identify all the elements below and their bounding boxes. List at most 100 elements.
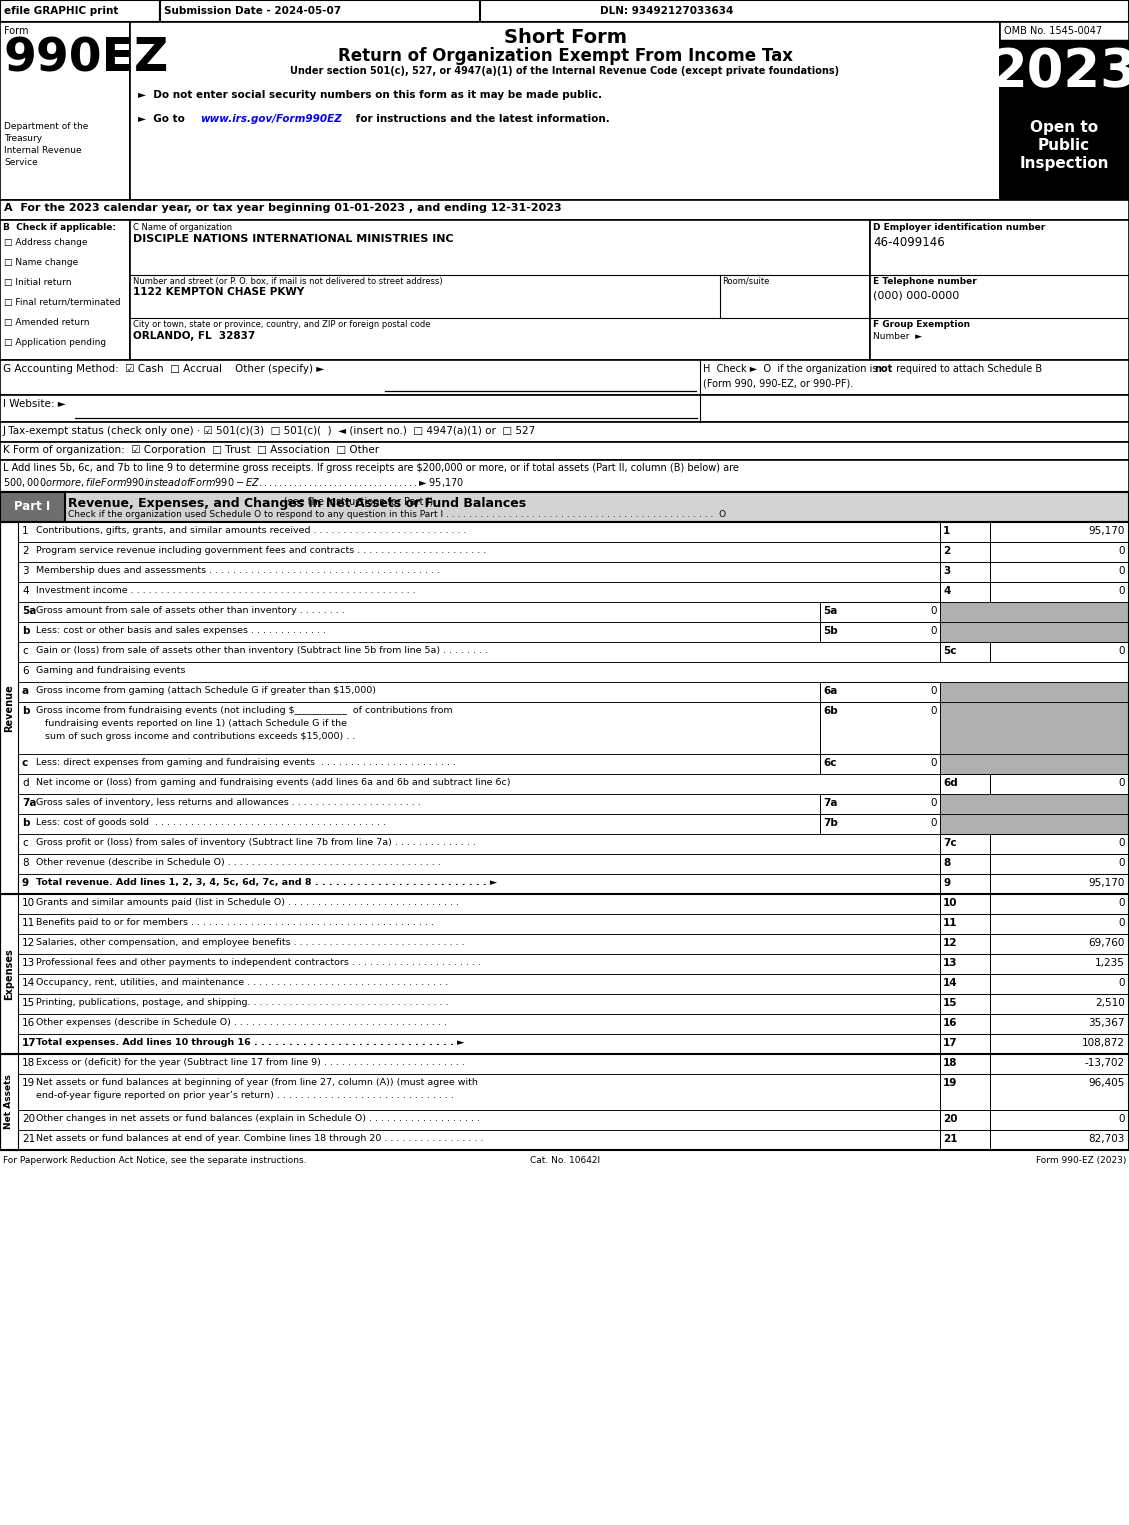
Bar xyxy=(990,974,1129,994)
Bar xyxy=(160,0,480,21)
Text: 5b: 5b xyxy=(823,625,838,636)
Text: Inspection: Inspection xyxy=(1019,156,1109,171)
Text: K Form of organization:  ☑ Corporation  □ Trust  □ Association  □ Other: K Form of organization: ☑ Corporation □ … xyxy=(3,445,379,454)
Text: Under section 501(c), 527, or 4947(a)(1) of the Internal Revenue Code (except pr: Under section 501(c), 527, or 4947(a)(1)… xyxy=(290,66,840,76)
Text: Printing, publications, postage, and shipping. . . . . . . . . . . . . . . . . .: Printing, publications, postage, and shi… xyxy=(36,997,448,1006)
Text: c: c xyxy=(21,647,28,656)
Bar xyxy=(820,814,940,834)
Text: 17: 17 xyxy=(21,1039,36,1048)
Bar xyxy=(18,622,1129,642)
Text: 2: 2 xyxy=(943,546,951,557)
Bar xyxy=(940,854,990,874)
Bar xyxy=(0,894,18,1054)
Text: Treasury: Treasury xyxy=(5,134,42,143)
Text: 10: 10 xyxy=(21,898,35,907)
Text: 20: 20 xyxy=(943,1113,957,1124)
Text: Public: Public xyxy=(1038,137,1091,152)
Text: (Form 990, 990-EZ, or 990-PF).: (Form 990, 990-EZ, or 990-PF). xyxy=(703,378,854,387)
Text: ►  Go to: ► Go to xyxy=(138,114,189,124)
Text: 46-4099146: 46-4099146 xyxy=(873,236,945,249)
Bar xyxy=(990,1074,1129,1110)
Text: Gross income from fundraising events (not including $___________  of contributio: Gross income from fundraising events (no… xyxy=(36,706,453,715)
Bar xyxy=(990,541,1129,563)
Bar xyxy=(0,200,1129,220)
Text: Form: Form xyxy=(5,26,28,37)
Bar xyxy=(18,974,1129,994)
Bar xyxy=(18,874,1129,894)
Bar xyxy=(990,1130,1129,1150)
Text: fundraising events reported on line 1) (attach Schedule G if the: fundraising events reported on line 1) (… xyxy=(36,718,347,727)
Bar xyxy=(940,775,990,795)
Text: 0: 0 xyxy=(930,758,937,769)
Bar xyxy=(940,994,990,1014)
Text: 5a: 5a xyxy=(21,605,36,616)
Bar xyxy=(130,21,1000,200)
Text: 6a: 6a xyxy=(823,686,838,695)
Text: a: a xyxy=(21,686,29,695)
Text: 82,703: 82,703 xyxy=(1088,1135,1124,1144)
Bar xyxy=(990,894,1129,913)
Bar xyxy=(18,522,1129,541)
Text: 11: 11 xyxy=(21,918,35,929)
Text: Gross sales of inventory, less returns and allowances . . . . . . . . . . . . . : Gross sales of inventory, less returns a… xyxy=(36,798,421,807)
Text: 2,510: 2,510 xyxy=(1095,997,1124,1008)
Bar xyxy=(18,933,1129,955)
Text: c: c xyxy=(21,839,28,848)
Bar xyxy=(990,933,1129,955)
Text: I Website: ►: I Website: ► xyxy=(3,400,65,409)
Bar xyxy=(1000,105,1129,200)
Text: □ Address change: □ Address change xyxy=(5,238,88,247)
Text: 1122 KEMPTON CHASE PKWY: 1122 KEMPTON CHASE PKWY xyxy=(133,287,304,297)
Text: Contributions, gifts, grants, and similar amounts received . . . . . . . . . . .: Contributions, gifts, grants, and simila… xyxy=(36,526,466,535)
Bar xyxy=(18,854,1129,874)
Text: Occupancy, rent, utilities, and maintenance . . . . . . . . . . . . . . . . . . : Occupancy, rent, utilities, and maintena… xyxy=(36,978,448,987)
Bar xyxy=(940,702,1129,753)
Text: □ Application pending: □ Application pending xyxy=(5,339,106,348)
Bar xyxy=(990,994,1129,1014)
Text: 13: 13 xyxy=(943,958,957,968)
Text: 3: 3 xyxy=(21,566,28,576)
Bar xyxy=(0,21,130,200)
Bar xyxy=(990,854,1129,874)
Text: 19: 19 xyxy=(943,1078,957,1087)
Text: Internal Revenue: Internal Revenue xyxy=(5,146,81,156)
Text: end-of-year figure reported on prior year’s return) . . . . . . . . . . . . . . : end-of-year figure reported on prior yea… xyxy=(36,1090,454,1100)
Text: Form 990-EZ (2023): Form 990-EZ (2023) xyxy=(1035,1156,1126,1165)
Text: 0: 0 xyxy=(930,817,937,828)
Text: 0: 0 xyxy=(1119,1113,1124,1124)
Bar xyxy=(0,395,1129,422)
Bar xyxy=(1000,21,1129,200)
Text: required to attach Schedule B: required to attach Schedule B xyxy=(893,364,1042,374)
Bar xyxy=(940,563,990,583)
Text: -13,702: -13,702 xyxy=(1085,1058,1124,1068)
Text: 4: 4 xyxy=(21,586,28,596)
Text: 0: 0 xyxy=(930,686,937,695)
Bar xyxy=(940,795,1129,814)
Bar xyxy=(990,1054,1129,1074)
Text: 10: 10 xyxy=(943,898,957,907)
Text: Professional fees and other payments to independent contractors . . . . . . . . : Professional fees and other payments to … xyxy=(36,958,481,967)
Bar xyxy=(18,814,1129,834)
Bar xyxy=(940,955,990,974)
Text: Total revenue. Add lines 1, 2, 3, 4, 5c, 6d, 7c, and 8 . . . . . . . . . . . . .: Total revenue. Add lines 1, 2, 3, 4, 5c,… xyxy=(36,878,497,888)
Bar xyxy=(990,834,1129,854)
Text: 9: 9 xyxy=(943,878,951,888)
Bar xyxy=(820,702,940,753)
Bar xyxy=(940,602,1129,622)
Text: OMB No. 1545-0047: OMB No. 1545-0047 xyxy=(1004,26,1102,37)
Bar xyxy=(990,583,1129,602)
Text: b: b xyxy=(21,706,29,717)
Bar xyxy=(0,493,65,522)
Text: 20: 20 xyxy=(21,1113,35,1124)
Text: 69,760: 69,760 xyxy=(1088,938,1124,949)
Text: not: not xyxy=(874,364,892,374)
Bar xyxy=(18,894,1129,913)
Text: Gross amount from sale of assets other than inventory . . . . . . . .: Gross amount from sale of assets other t… xyxy=(36,605,344,615)
Bar xyxy=(18,1014,1129,1034)
Text: 0: 0 xyxy=(930,798,937,808)
Text: 35,367: 35,367 xyxy=(1088,1019,1124,1028)
Text: 17: 17 xyxy=(943,1039,957,1048)
Text: Gain or (loss) from sale of assets other than inventory (Subtract line 5b from l: Gain or (loss) from sale of assets other… xyxy=(36,647,488,656)
Bar xyxy=(940,1110,990,1130)
Bar xyxy=(0,360,1129,395)
